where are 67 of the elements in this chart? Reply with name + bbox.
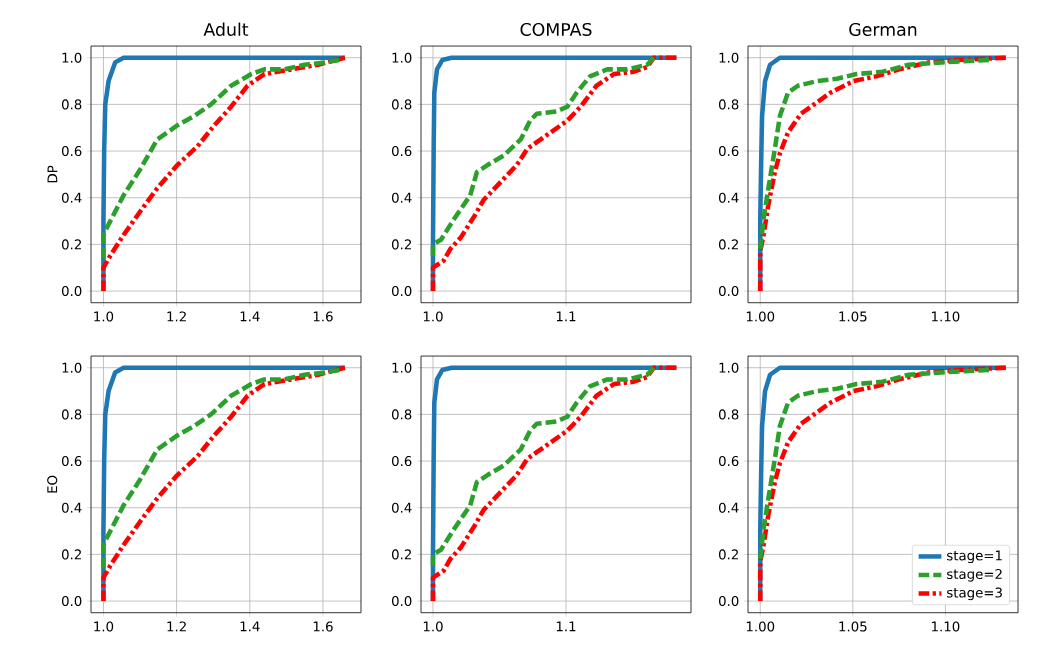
y-tick-label: 0.2 bbox=[391, 549, 411, 560]
y-tick-label: 0.4 bbox=[718, 192, 739, 203]
y-tick-label: 0.4 bbox=[61, 502, 82, 513]
x-tick-label: 1.0 bbox=[94, 311, 114, 322]
x-tick-label: 1.2 bbox=[167, 621, 186, 632]
line-series bbox=[430, 365, 657, 569]
chart-title: COMPAS bbox=[520, 22, 592, 37]
y-tick-label: 0.4 bbox=[391, 192, 412, 203]
y-axis-title: DP bbox=[47, 165, 58, 183]
y-tick-label: 0.8 bbox=[61, 409, 82, 420]
y-tick-label: 0.0 bbox=[61, 596, 82, 607]
y-tick-label: 0.4 bbox=[391, 502, 412, 513]
legend-label: stage=3 bbox=[947, 587, 1002, 601]
x-tick-label: 1.0 bbox=[423, 621, 443, 632]
y-tick-label: 0.0 bbox=[61, 286, 82, 297]
x-tick-label: 1.4 bbox=[240, 621, 260, 632]
y-tick-label: 0.8 bbox=[391, 409, 412, 420]
y-tick-label: 0.4 bbox=[718, 502, 739, 513]
y-tick-label: 0.2 bbox=[61, 239, 81, 250]
x-tick-label: 1.10 bbox=[932, 621, 960, 632]
y-tick-label: 0.6 bbox=[718, 146, 739, 157]
y-tick-label: 0.8 bbox=[718, 99, 739, 110]
y-tick-label: 0.0 bbox=[391, 596, 412, 607]
y-tick-label: 1.0 bbox=[62, 362, 82, 373]
y-tick-label: 0.6 bbox=[61, 146, 82, 157]
y-tick-label: 0.6 bbox=[718, 456, 739, 467]
x-tick-label: 1.00 bbox=[746, 311, 775, 322]
x-tick-label: 1.00 bbox=[746, 621, 775, 632]
line-series bbox=[101, 367, 342, 571]
chart-title: German bbox=[849, 22, 917, 37]
y-tick-label: 0.8 bbox=[718, 409, 739, 420]
line-series bbox=[430, 55, 657, 259]
y-tick-label: 0.8 bbox=[61, 99, 82, 110]
y-tick-label: 1.0 bbox=[392, 362, 412, 373]
y-tick-label: 0.2 bbox=[718, 239, 738, 250]
y-tick-label: 1.0 bbox=[719, 52, 739, 63]
y-tick-label: 0.8 bbox=[391, 99, 412, 110]
x-tick-label: 1.4 bbox=[240, 311, 260, 322]
x-tick-label: 1.1 bbox=[556, 621, 576, 632]
legend-label: stage=2 bbox=[947, 568, 1002, 582]
x-tick-label: 1.05 bbox=[839, 311, 867, 322]
x-tick-label: 1.10 bbox=[932, 311, 960, 322]
line-series bbox=[101, 57, 342, 261]
chart-title: Adult bbox=[203, 22, 249, 37]
x-tick-label: 1.1 bbox=[556, 311, 576, 322]
y-tick-label: 0.0 bbox=[718, 286, 739, 297]
x-tick-label: 1.2 bbox=[167, 311, 186, 322]
line-series bbox=[757, 57, 992, 252]
y-tick-label: 1.0 bbox=[392, 52, 412, 63]
y-tick-label: 0.2 bbox=[718, 549, 738, 560]
x-tick-label: 1.6 bbox=[313, 621, 333, 632]
x-tick-label: 1.0 bbox=[423, 311, 443, 322]
x-tick-label: 1.6 bbox=[313, 311, 333, 322]
y-tick-label: 0.6 bbox=[61, 456, 82, 467]
y-tick-label: 0.6 bbox=[391, 456, 412, 467]
y-tick-label: 0.0 bbox=[391, 286, 412, 297]
y-tick-label: 1.0 bbox=[62, 52, 82, 63]
y-tick-label: 1.0 bbox=[719, 362, 739, 373]
y-axis-title: EO bbox=[47, 475, 58, 493]
x-tick-label: 1.05 bbox=[839, 621, 867, 632]
y-tick-label: 0.6 bbox=[391, 146, 412, 157]
y-tick-label: 0.0 bbox=[718, 596, 739, 607]
y-tick-label: 0.2 bbox=[391, 239, 411, 250]
x-tick-label: 1.0 bbox=[94, 621, 114, 632]
y-tick-label: 0.2 bbox=[61, 549, 81, 560]
y-tick-label: 0.4 bbox=[61, 192, 82, 203]
legend-label: stage=1 bbox=[947, 550, 1002, 564]
